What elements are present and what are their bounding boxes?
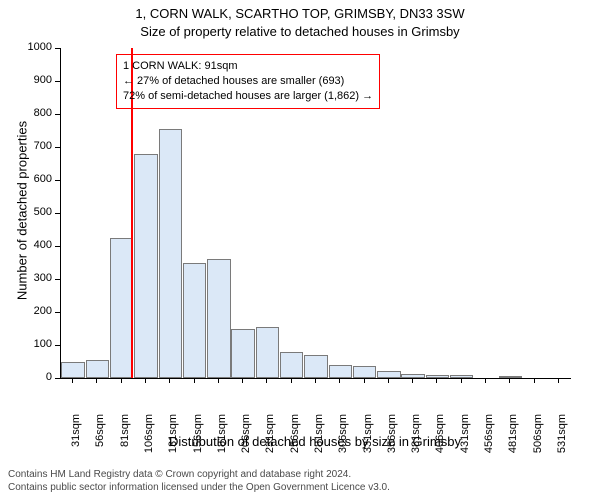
x-tick (96, 378, 97, 383)
x-tick (266, 378, 267, 383)
x-tick (194, 378, 195, 383)
y-tick (55, 114, 60, 115)
bar (304, 355, 327, 378)
y-tick-label: 800 (20, 107, 52, 119)
bar (426, 375, 449, 378)
bar (159, 129, 182, 378)
x-tick (291, 378, 292, 383)
y-tick-label: 500 (20, 206, 52, 218)
bar (280, 352, 303, 378)
y-tick (55, 213, 60, 214)
footer: Contains HM Land Registry data © Crown c… (8, 469, 390, 494)
bar (499, 376, 522, 378)
bar (86, 360, 109, 378)
annotation-box: 1 CORN WALK: 91sqm ← 27% of detached hou… (116, 54, 380, 109)
y-tick-label: 0 (20, 371, 52, 383)
bar (377, 371, 400, 378)
y-tick-label: 400 (20, 239, 52, 251)
x-tick (534, 378, 535, 383)
bar (207, 259, 230, 378)
footer-line2: Contains public sector information licen… (8, 482, 390, 495)
x-tick (364, 378, 365, 383)
y-tick-label: 300 (20, 272, 52, 284)
x-tick (412, 378, 413, 383)
bar (329, 365, 352, 378)
x-tick (461, 378, 462, 383)
y-tick-label: 900 (20, 74, 52, 86)
x-tick (485, 378, 486, 383)
bar (401, 374, 424, 378)
y-tick-label: 100 (20, 338, 52, 350)
bar (353, 366, 376, 378)
x-tick (72, 378, 73, 383)
y-tick (55, 279, 60, 280)
x-tick (242, 378, 243, 383)
x-tick (558, 378, 559, 383)
y-tick (55, 312, 60, 313)
x-tick (388, 378, 389, 383)
y-tick (55, 246, 60, 247)
x-tick (145, 378, 146, 383)
bar (450, 375, 473, 378)
footer-line1: Contains HM Land Registry data © Crown c… (8, 469, 390, 482)
bar (256, 327, 279, 378)
x-tick (121, 378, 122, 383)
chart-container: 1, CORN WALK, SCARTHO TOP, GRIMSBY, DN33… (0, 0, 600, 500)
x-tick (436, 378, 437, 383)
bar (110, 238, 133, 378)
chart-title-line1: 1, CORN WALK, SCARTHO TOP, GRIMSBY, DN33… (0, 0, 600, 22)
y-tick (55, 81, 60, 82)
y-tick-label: 1000 (20, 41, 52, 53)
annotation-line1: 1 CORN WALK: 91sqm (123, 59, 373, 74)
plot-area: 1 CORN WALK: 91sqm ← 27% of detached hou… (60, 48, 571, 379)
y-tick (55, 378, 60, 379)
y-tick (55, 345, 60, 346)
bar (183, 263, 206, 379)
y-tick-label: 200 (20, 305, 52, 317)
x-tick (169, 378, 170, 383)
annotation-line3: 72% of semi-detached houses are larger (… (123, 89, 373, 104)
bar (231, 329, 254, 379)
bar (61, 362, 84, 379)
y-tick (55, 147, 60, 148)
bar (134, 154, 157, 378)
x-tick (218, 378, 219, 383)
x-axis-label: Distribution of detached houses by size … (60, 434, 570, 449)
y-tick (55, 180, 60, 181)
y-tick-label: 700 (20, 140, 52, 152)
y-tick-label: 600 (20, 173, 52, 185)
x-tick (339, 378, 340, 383)
y-tick (55, 48, 60, 49)
chart-title-line2: Size of property relative to detached ho… (0, 22, 600, 40)
x-tick (509, 378, 510, 383)
annotation-line2: ← 27% of detached houses are smaller (69… (123, 74, 373, 89)
x-tick (315, 378, 316, 383)
